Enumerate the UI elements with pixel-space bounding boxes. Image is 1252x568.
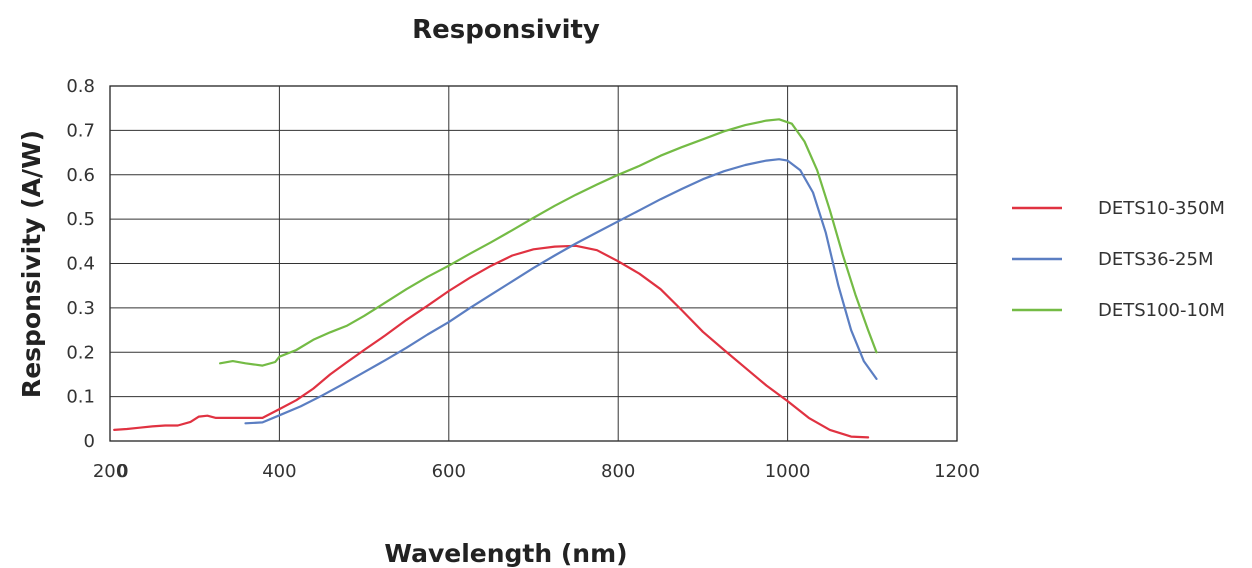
legend-label: DETS100-10M bbox=[1098, 300, 1225, 321]
x-tick-label: 200 bbox=[93, 461, 127, 482]
chart-title: Responsivity bbox=[412, 15, 600, 45]
y-tick-label: 0.6 bbox=[66, 165, 95, 186]
legend-label: DETS10-350M bbox=[1098, 198, 1225, 219]
series-line-dets100-10m bbox=[219, 118, 878, 367]
legend: DETS10-350M DETS36-25M DETS100-10M bbox=[1012, 198, 1225, 321]
x-tick-label: 400 bbox=[262, 461, 296, 482]
x-tick-label: 800 bbox=[601, 461, 635, 482]
y-tick-label: 0.1 bbox=[66, 387, 95, 408]
y-tick-label: 0.7 bbox=[66, 120, 95, 141]
x-tick-label: 600 bbox=[432, 461, 466, 482]
x-tick-label: 1000 bbox=[765, 461, 811, 482]
x-axis-title: Wavelength (nm) bbox=[384, 539, 627, 568]
y-tick-label: 0.3 bbox=[66, 298, 95, 319]
y-tick-label: 0.5 bbox=[66, 209, 95, 230]
grid bbox=[109, 85, 958, 442]
y-tick-label: 0 bbox=[84, 431, 95, 452]
y-tick-label: 0.2 bbox=[66, 342, 95, 363]
series-line-dets10-350m bbox=[113, 244, 870, 439]
y-tick-label: 0.4 bbox=[66, 254, 95, 275]
y-tick-label: 0.8 bbox=[66, 76, 95, 97]
x-tick-label: 0 bbox=[117, 461, 128, 482]
series-line-dets36-25m bbox=[244, 158, 878, 425]
legend-label: DETS36-25M bbox=[1098, 249, 1214, 270]
y-axis-title: Responsivity (A/W) bbox=[17, 130, 46, 398]
data-series bbox=[113, 118, 878, 439]
x-tick-label: 1200 bbox=[934, 461, 980, 482]
